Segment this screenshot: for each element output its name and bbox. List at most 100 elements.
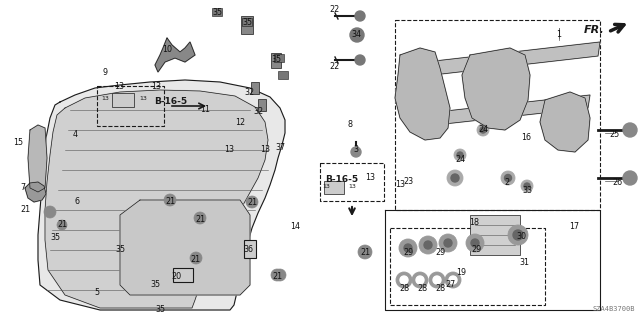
Text: 31: 31 bbox=[519, 258, 529, 267]
Text: 29: 29 bbox=[403, 248, 413, 257]
Circle shape bbox=[400, 276, 408, 284]
Bar bbox=[324, 181, 344, 194]
Text: 6: 6 bbox=[74, 197, 79, 206]
Polygon shape bbox=[395, 48, 450, 140]
Polygon shape bbox=[540, 92, 590, 152]
Text: 35: 35 bbox=[50, 233, 60, 242]
Text: 18: 18 bbox=[469, 218, 479, 227]
Text: 20: 20 bbox=[171, 272, 181, 281]
Text: 13: 13 bbox=[348, 184, 356, 189]
Text: 27: 27 bbox=[446, 280, 456, 289]
Circle shape bbox=[396, 272, 412, 288]
Text: 35: 35 bbox=[115, 245, 125, 254]
Circle shape bbox=[466, 234, 484, 252]
Text: 35: 35 bbox=[271, 55, 281, 64]
Text: 21: 21 bbox=[57, 220, 67, 229]
Text: 1: 1 bbox=[557, 30, 561, 39]
Text: 4: 4 bbox=[72, 130, 77, 139]
Circle shape bbox=[424, 241, 432, 249]
Text: 21: 21 bbox=[360, 248, 370, 257]
Circle shape bbox=[524, 183, 530, 189]
Circle shape bbox=[501, 171, 515, 185]
Text: 12: 12 bbox=[235, 118, 245, 127]
Text: 21: 21 bbox=[165, 197, 175, 206]
Bar bbox=[173, 268, 193, 282]
Circle shape bbox=[57, 220, 67, 230]
Text: 13: 13 bbox=[224, 145, 234, 154]
Text: 26: 26 bbox=[612, 178, 622, 187]
Circle shape bbox=[274, 269, 286, 281]
Text: 17: 17 bbox=[569, 222, 579, 231]
Text: 36: 36 bbox=[243, 245, 253, 254]
Text: 22: 22 bbox=[330, 62, 340, 71]
Bar bbox=[212, 8, 222, 16]
Bar bbox=[242, 18, 252, 26]
Polygon shape bbox=[45, 90, 268, 308]
Text: 29: 29 bbox=[471, 245, 481, 254]
Polygon shape bbox=[155, 38, 195, 72]
Text: 34: 34 bbox=[351, 30, 361, 39]
Text: 2: 2 bbox=[504, 178, 509, 187]
Circle shape bbox=[477, 124, 489, 136]
Bar bbox=[271, 53, 281, 68]
Bar bbox=[258, 99, 266, 111]
Circle shape bbox=[454, 149, 466, 161]
Text: 19: 19 bbox=[456, 268, 466, 277]
Circle shape bbox=[623, 123, 637, 137]
Circle shape bbox=[429, 272, 445, 288]
Text: 5: 5 bbox=[95, 288, 100, 297]
Circle shape bbox=[444, 239, 452, 247]
Text: 10: 10 bbox=[162, 45, 172, 54]
Circle shape bbox=[355, 11, 365, 21]
Text: 21: 21 bbox=[195, 215, 205, 224]
Polygon shape bbox=[25, 182, 46, 202]
Bar bbox=[241, 16, 253, 34]
Circle shape bbox=[271, 269, 283, 281]
Circle shape bbox=[194, 212, 206, 224]
Polygon shape bbox=[38, 80, 285, 310]
Text: FR.: FR. bbox=[584, 25, 605, 35]
Text: 21: 21 bbox=[190, 255, 200, 264]
Text: 29: 29 bbox=[435, 248, 445, 257]
Circle shape bbox=[433, 276, 441, 284]
Polygon shape bbox=[398, 42, 600, 79]
Text: 21: 21 bbox=[272, 272, 282, 281]
Text: 21: 21 bbox=[20, 205, 30, 214]
Text: 13: 13 bbox=[395, 180, 405, 189]
Text: 30: 30 bbox=[516, 232, 526, 241]
Circle shape bbox=[399, 239, 417, 257]
Text: 23: 23 bbox=[403, 177, 413, 186]
Bar bbox=[274, 54, 284, 62]
Bar bbox=[244, 240, 256, 258]
Text: 13: 13 bbox=[260, 145, 270, 154]
Text: 3: 3 bbox=[353, 145, 358, 154]
Text: 24: 24 bbox=[455, 155, 465, 164]
Bar bbox=[278, 71, 288, 79]
Polygon shape bbox=[408, 95, 590, 128]
Bar bbox=[251, 82, 259, 94]
Text: 32: 32 bbox=[244, 88, 254, 97]
Text: 13: 13 bbox=[139, 96, 147, 101]
Circle shape bbox=[419, 236, 437, 254]
Text: 15: 15 bbox=[13, 138, 23, 147]
Text: 14: 14 bbox=[290, 222, 300, 231]
Circle shape bbox=[480, 127, 486, 133]
Circle shape bbox=[246, 196, 258, 208]
Circle shape bbox=[439, 234, 457, 252]
Circle shape bbox=[44, 206, 56, 218]
Text: 35: 35 bbox=[155, 305, 165, 314]
Circle shape bbox=[358, 245, 372, 259]
Text: B-16-5: B-16-5 bbox=[325, 175, 358, 184]
Circle shape bbox=[623, 171, 637, 185]
Circle shape bbox=[504, 174, 511, 182]
Polygon shape bbox=[462, 48, 530, 130]
Circle shape bbox=[508, 225, 528, 245]
Circle shape bbox=[355, 55, 365, 65]
Bar bbox=[470, 215, 520, 255]
Text: SZA4B3700B: SZA4B3700B bbox=[593, 306, 635, 312]
Text: 9: 9 bbox=[102, 68, 108, 77]
Polygon shape bbox=[28, 125, 47, 192]
Circle shape bbox=[513, 230, 523, 240]
Text: 28: 28 bbox=[399, 284, 409, 293]
Text: B-16-5: B-16-5 bbox=[154, 97, 187, 106]
